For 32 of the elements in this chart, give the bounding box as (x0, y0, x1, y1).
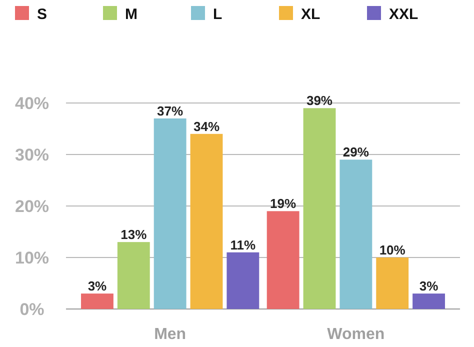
bar (376, 258, 409, 309)
bar (154, 118, 186, 309)
bar (303, 108, 336, 309)
legend-label: L (213, 6, 222, 23)
y-tick-label: 0% (20, 300, 44, 319)
text: 11% (230, 237, 256, 252)
text: 39% (306, 93, 333, 108)
x-tick-label: Men (154, 326, 186, 343)
bar (226, 252, 260, 309)
bar (81, 294, 114, 309)
text: 34% (193, 118, 220, 134)
legend-label: M (125, 6, 138, 23)
y-tick-label: 10% (14, 248, 50, 268)
legend-label: S (37, 6, 48, 23)
text: 37% (157, 103, 184, 118)
text: 19% (270, 196, 296, 212)
y-tick-label: 40% (14, 94, 50, 113)
bar (190, 134, 223, 309)
y-tick-label: 30% (14, 146, 50, 164)
text: 3% (88, 278, 107, 294)
x-tick-label: Women (327, 326, 385, 343)
y-tick-label: 20% (14, 197, 50, 216)
bar (266, 211, 300, 309)
legend-label: XXL (389, 6, 418, 23)
bar (117, 242, 150, 309)
text: 29% (342, 144, 369, 160)
bar (340, 160, 372, 309)
text: 10% (379, 242, 406, 258)
text: 3% (419, 278, 438, 294)
bar (412, 294, 445, 309)
text: 13% (120, 227, 147, 242)
legend-label: XL (301, 6, 320, 23)
